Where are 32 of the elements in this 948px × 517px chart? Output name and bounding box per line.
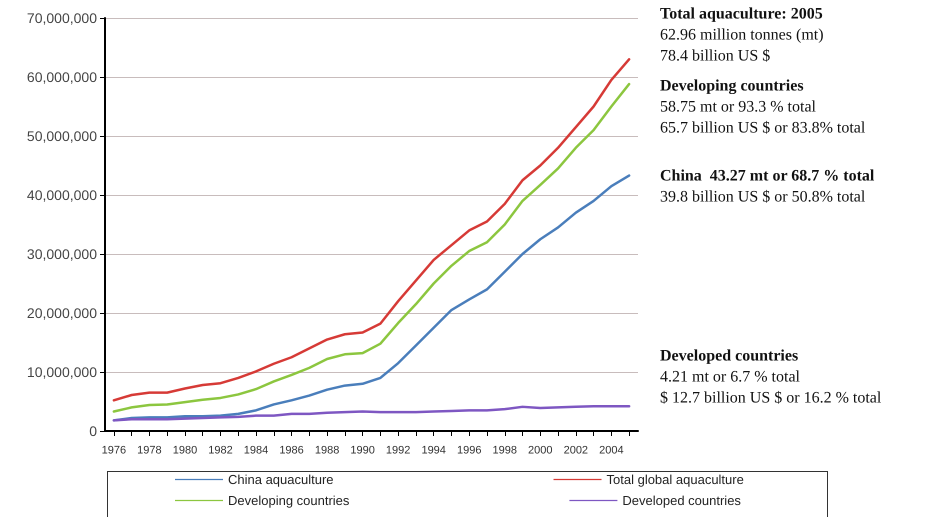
y-tick-label: 40,000,000: [26, 187, 98, 203]
x-tick-label: 1982: [208, 444, 233, 456]
y-tick-label: 10,000,000: [26, 364, 98, 380]
legend-label: China aquaculture: [228, 472, 334, 487]
x-tick-label: 1994: [421, 444, 446, 456]
x-tick-label: 1986: [279, 444, 304, 456]
y-tick-label: 0: [89, 423, 98, 439]
x-tick-label: 1998: [492, 444, 517, 456]
text: Total aquaculture: 2005 62.96 million tonnes (mt) 78.4 billion US $: [660, 6, 824, 64]
x-tick-label: 2000: [528, 444, 553, 456]
x-tick-label: 1992: [386, 444, 410, 456]
y-tick-label: 70,000,000: [26, 10, 98, 26]
x-tick-label: 1996: [456, 444, 482, 456]
x-tick-label: 2004: [599, 444, 624, 456]
x-tick-label: 1988: [314, 444, 340, 456]
x-tick-label: 2002: [564, 444, 588, 456]
y-tick-label: 30,000,000: [26, 246, 98, 262]
legend-label: Developing countries: [228, 493, 350, 508]
x-tick-label: 1984: [244, 444, 268, 456]
y-tick-label: 50,000,000: [26, 128, 98, 144]
text: China 43.27 mt or 68.7 % total 39.8 billion US $ or 50.8% total: [660, 168, 875, 206]
text: Developed countries 4.21 mt or 6.7 % total $ 12.7 billion US $ or 16.2 % total: [660, 348, 882, 406]
legend-label: Developed countries: [622, 493, 742, 508]
x-tick-label: 1990: [350, 444, 375, 456]
text: Developing countries 58.75 mt or 93.3 % total 65.7 billion US $ or 83.8% total: [660, 78, 866, 136]
y-tick-label: 20,000,000: [26, 305, 98, 321]
line-series: [112, 404, 630, 422]
legend-label: Total global aquaculture: [606, 472, 744, 487]
y-tick-label: 60,000,000: [26, 69, 98, 85]
x-tick-label: 1976: [102, 444, 126, 456]
x-tick-label: 1978: [137, 444, 162, 456]
x-tick-label: 1980: [172, 444, 198, 456]
